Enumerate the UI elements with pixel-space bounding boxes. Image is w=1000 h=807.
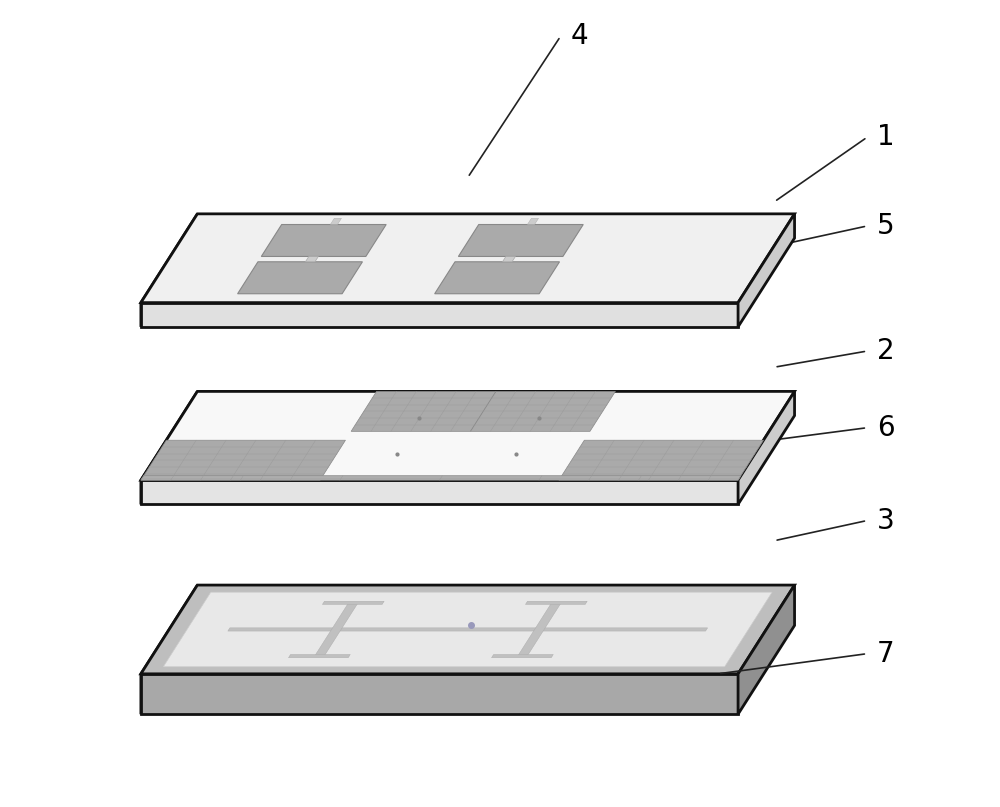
- Text: 3: 3: [877, 507, 895, 534]
- Polygon shape: [527, 218, 539, 224]
- Polygon shape: [289, 654, 350, 658]
- Polygon shape: [351, 391, 496, 431]
- Polygon shape: [518, 603, 561, 656]
- Polygon shape: [238, 261, 362, 294]
- Polygon shape: [315, 603, 358, 656]
- Polygon shape: [458, 224, 583, 257]
- Text: 7: 7: [877, 640, 894, 667]
- Polygon shape: [738, 214, 795, 327]
- Polygon shape: [738, 585, 795, 714]
- Polygon shape: [322, 601, 384, 604]
- Polygon shape: [141, 391, 197, 504]
- Polygon shape: [471, 391, 615, 431]
- Polygon shape: [559, 441, 763, 480]
- Polygon shape: [228, 628, 708, 631]
- Polygon shape: [141, 214, 795, 303]
- Polygon shape: [141, 475, 741, 480]
- Polygon shape: [141, 674, 738, 714]
- Text: 1: 1: [877, 123, 894, 151]
- Polygon shape: [435, 261, 560, 294]
- Text: 5: 5: [877, 212, 894, 240]
- Text: 4: 4: [570, 23, 588, 50]
- Polygon shape: [492, 654, 553, 658]
- Polygon shape: [141, 585, 795, 674]
- Polygon shape: [141, 441, 345, 480]
- Polygon shape: [141, 303, 738, 327]
- Polygon shape: [141, 214, 197, 327]
- Polygon shape: [141, 585, 197, 714]
- Polygon shape: [502, 257, 515, 261]
- Polygon shape: [305, 257, 318, 261]
- Polygon shape: [330, 218, 341, 224]
- Polygon shape: [141, 480, 738, 504]
- Polygon shape: [525, 601, 587, 604]
- Polygon shape: [141, 391, 795, 480]
- Polygon shape: [261, 224, 386, 257]
- Text: 6: 6: [877, 414, 894, 441]
- Polygon shape: [738, 391, 795, 504]
- Text: 2: 2: [877, 337, 894, 365]
- Polygon shape: [163, 592, 772, 667]
